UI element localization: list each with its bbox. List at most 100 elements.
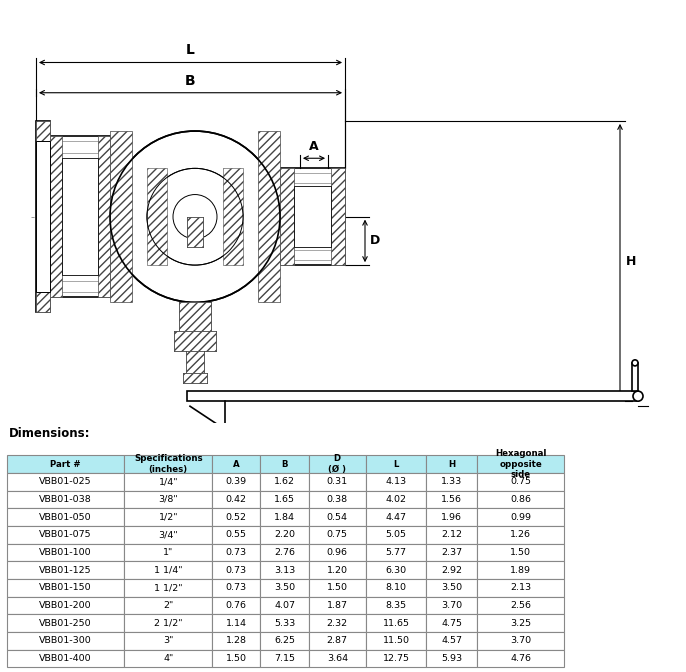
Text: VBB01-075: VBB01-075	[39, 530, 92, 540]
Bar	[280, 168, 294, 265]
Bar	[212, 614, 260, 632]
Bar	[110, 131, 132, 302]
Text: 0.73: 0.73	[226, 566, 247, 575]
Bar	[309, 491, 366, 508]
Text: 1.20: 1.20	[327, 566, 348, 575]
Bar	[7, 473, 124, 491]
Bar	[427, 579, 477, 597]
Text: 1 1/2": 1 1/2"	[154, 583, 182, 592]
Text: A: A	[233, 460, 239, 468]
Bar	[124, 473, 212, 491]
Bar	[260, 508, 309, 526]
Bar	[366, 508, 427, 526]
Text: 6.25: 6.25	[274, 636, 295, 645]
Bar	[366, 544, 427, 561]
Bar	[309, 544, 366, 561]
Text: 0.54: 0.54	[327, 513, 348, 521]
Text: 3.70: 3.70	[441, 601, 462, 610]
Bar	[223, 168, 243, 265]
Bar	[179, 302, 211, 331]
Bar	[477, 561, 564, 579]
Text: 4.02: 4.02	[386, 495, 407, 504]
Bar	[477, 614, 564, 632]
Bar	[427, 632, 477, 650]
Text: 3.64: 3.64	[327, 654, 348, 663]
Bar	[212, 455, 260, 473]
Bar	[212, 632, 260, 650]
Bar	[477, 526, 564, 544]
Text: 2": 2"	[163, 601, 174, 610]
Bar	[187, 391, 638, 401]
Bar	[7, 508, 124, 526]
Bar	[427, 508, 477, 526]
Bar	[36, 141, 50, 292]
Bar	[7, 544, 124, 561]
Text: 8.10: 8.10	[386, 583, 407, 592]
Text: 11.65: 11.65	[383, 619, 410, 628]
Bar	[7, 614, 124, 632]
Bar	[260, 561, 309, 579]
Text: 6.30: 6.30	[386, 566, 407, 575]
Text: Hexagonal
opposite
side: Hexagonal opposite side	[495, 449, 546, 479]
Text: 2.37: 2.37	[441, 548, 462, 557]
Bar	[212, 508, 260, 526]
Text: 5.05: 5.05	[386, 530, 407, 540]
Text: 1.89: 1.89	[510, 566, 531, 575]
Bar	[212, 579, 260, 597]
Bar	[366, 650, 427, 667]
Text: 4.13: 4.13	[386, 477, 407, 487]
Bar	[124, 650, 212, 667]
Bar	[212, 544, 260, 561]
Text: 0.73: 0.73	[226, 583, 247, 592]
Text: 1.28: 1.28	[226, 636, 246, 645]
Text: 1.26: 1.26	[510, 530, 531, 540]
Bar	[477, 508, 564, 526]
Bar	[212, 526, 260, 544]
Bar	[427, 614, 477, 632]
Bar	[477, 491, 564, 508]
Bar	[309, 650, 366, 667]
Text: 1.62: 1.62	[274, 477, 295, 487]
Bar	[427, 473, 477, 491]
Text: 5.77: 5.77	[386, 548, 407, 557]
Text: 0.99: 0.99	[510, 513, 531, 521]
Bar	[309, 526, 366, 544]
Bar	[331, 168, 345, 265]
Bar	[7, 526, 124, 544]
Text: VBB01-200: VBB01-200	[39, 601, 92, 610]
Text: 12.75: 12.75	[383, 654, 410, 663]
Text: 0.31: 0.31	[327, 477, 348, 487]
Text: 3.13: 3.13	[274, 566, 295, 575]
Bar	[366, 473, 427, 491]
Bar	[258, 131, 280, 302]
Text: 1 1/4": 1 1/4"	[154, 566, 182, 575]
Text: VBB01-150: VBB01-150	[39, 583, 92, 592]
Bar	[309, 473, 366, 491]
Bar	[179, 302, 211, 331]
Bar	[124, 597, 212, 614]
Bar	[36, 121, 50, 312]
Text: A: A	[309, 140, 319, 153]
Bar	[124, 526, 212, 544]
Text: 2.13: 2.13	[510, 583, 531, 592]
Bar	[7, 579, 124, 597]
Bar	[477, 455, 564, 473]
Bar	[260, 473, 309, 491]
Text: 3.25: 3.25	[510, 619, 531, 628]
Text: 1.14: 1.14	[226, 619, 246, 628]
Bar	[212, 491, 260, 508]
Text: 4.76: 4.76	[510, 654, 531, 663]
Bar	[427, 561, 477, 579]
Text: L: L	[394, 460, 399, 468]
Text: 3.70: 3.70	[510, 636, 531, 645]
Bar	[186, 351, 204, 373]
Text: 1.50: 1.50	[510, 548, 531, 557]
Text: D
(Ø ): D (Ø )	[329, 454, 346, 474]
Bar	[260, 650, 309, 667]
Bar	[187, 216, 203, 247]
Text: H: H	[448, 460, 455, 468]
Bar	[124, 508, 212, 526]
Bar	[260, 455, 309, 473]
Bar	[212, 473, 260, 491]
Bar	[366, 579, 427, 597]
